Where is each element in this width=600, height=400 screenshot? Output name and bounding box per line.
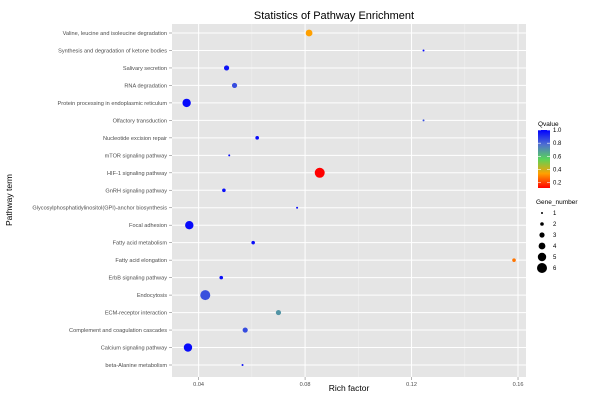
gene-number-legend-dot <box>537 252 547 262</box>
y-axis-ticks: Valine, leucine and isoleucine degradati… <box>32 31 172 369</box>
data-point <box>219 275 224 280</box>
data-point <box>314 167 325 178</box>
y-tick-label: Fatty acid metabolism <box>113 241 168 247</box>
y-tick-label: Synthesis and degradation of ketone bodi… <box>58 48 167 54</box>
grid-lines <box>172 24 526 377</box>
chart-title: Statistics of Pathway Enrichment <box>254 10 414 22</box>
data-points <box>182 29 516 366</box>
qvalue-tick-label: 0.6 <box>553 154 562 160</box>
qvalue-tick-label: 0.2 <box>553 181 562 187</box>
gene-number-legend-title: Gene_number <box>536 199 578 206</box>
x-tick-label: 0.04 <box>193 382 204 388</box>
data-point <box>251 240 255 245</box>
data-point <box>241 364 244 366</box>
gene-number-legend-label: 4 <box>553 244 557 250</box>
data-point <box>223 65 230 71</box>
gene-number-legend-label: 5 <box>553 255 557 261</box>
gene-number-legend-dot <box>540 222 544 226</box>
y-tick-label: Olfactory transduction <box>113 118 167 124</box>
x-axis-ticks: 0.04 0.08 0.12 0.16 <box>193 377 523 388</box>
gene-number-legend-label: 2 <box>553 222 557 228</box>
qvalue-legend: Qvalue 1.0 0.8 0.6 0.4 0.2 <box>538 121 562 188</box>
qvalue-legend-title: Qvalue <box>538 121 559 128</box>
data-point <box>305 29 313 37</box>
qvalue-tick-label: 0.4 <box>553 168 562 174</box>
x-tick-label: 0.12 <box>406 382 417 388</box>
data-point <box>275 309 282 316</box>
gene-number-legend: Gene_number 1 2 3 4 5 6 <box>536 199 578 273</box>
data-point <box>185 221 194 230</box>
y-tick-label: Nucleotide excision repair <box>103 136 167 142</box>
y-axis-title: Pathway term <box>4 174 14 226</box>
y-tick-label: RNA degradation <box>124 83 167 89</box>
gene-number-legend-label: 1 <box>553 211 557 217</box>
gene-number-legend-label: 6 <box>553 266 557 272</box>
qvalue-colorbar <box>538 130 550 188</box>
data-point <box>200 290 211 301</box>
x-tick-label: 0.16 <box>513 382 524 388</box>
data-point <box>422 49 425 52</box>
y-tick-label: Glycosylphosphatidylinositol(GPI)-anchor… <box>32 206 167 212</box>
data-point <box>228 154 231 157</box>
x-tick-label: 0.08 <box>300 382 311 388</box>
y-tick-label: Valine, leucine and isoleucine degradati… <box>63 31 167 37</box>
data-point <box>182 98 191 108</box>
data-point <box>222 188 226 193</box>
gene-number-legend-dot <box>539 232 545 238</box>
y-tick-label: mTOR signaling pathway <box>105 153 168 159</box>
data-point <box>296 206 299 209</box>
y-tick-label: Complement and coagulation cascades <box>69 328 167 334</box>
y-tick-label: Salivary secretion <box>123 66 167 72</box>
y-tick-label: Endocytosis <box>137 293 167 299</box>
data-point <box>512 258 516 262</box>
gene-number-legend-dot <box>538 242 546 250</box>
y-tick-label: Calcium signaling pathway <box>101 346 167 352</box>
y-tick-label: Focal adhesion <box>129 223 167 229</box>
x-axis-title: Rich factor <box>329 383 370 393</box>
plot-panel <box>172 24 526 377</box>
gene-number-legend-label: 3 <box>553 233 557 239</box>
qvalue-tick-label: 0.8 <box>553 141 562 147</box>
qvalue-tick-label: 1.0 <box>553 128 562 134</box>
data-point <box>231 82 238 89</box>
gene-number-legend-dot <box>541 212 543 214</box>
y-tick-label: ECM-receptor interaction <box>105 311 167 317</box>
data-point <box>242 327 248 333</box>
data-point <box>183 343 193 352</box>
y-tick-label: HIF-1 signaling pathway <box>107 171 167 177</box>
y-tick-label: GnRH signaling pathway <box>105 188 167 194</box>
data-point <box>255 136 259 140</box>
y-tick-label: ErbB signaling pathway <box>109 276 168 282</box>
y-tick-label: Fatty acid elongation <box>115 258 167 264</box>
y-tick-label: Protein processing in endoplasmic reticu… <box>58 101 168 107</box>
gene-number-legend-dot <box>537 263 547 273</box>
y-tick-label: beta-Alanine metabolism <box>105 363 167 369</box>
data-point <box>422 119 425 122</box>
